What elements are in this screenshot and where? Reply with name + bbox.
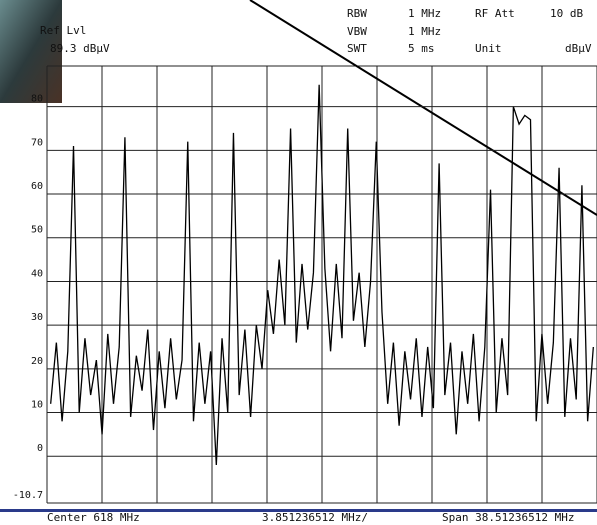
y-tick-label: 10 [31, 400, 43, 411]
span: Span 38.51236512 MHz [442, 511, 574, 524]
y-tick-label: 80 [31, 94, 43, 105]
swt-value: 5 ms [408, 42, 435, 55]
y-tick-label: 70 [31, 137, 43, 148]
vbw-label: VBW [347, 25, 367, 38]
unit-label: Unit [475, 42, 502, 55]
ref-value: 89.3 dBμV [50, 42, 110, 55]
y-tick-label: -10.7 [13, 490, 43, 501]
unit-value: dBμV [565, 42, 592, 55]
y-tick-label: 60 [31, 181, 43, 192]
y-tick-label: 0 [37, 443, 43, 454]
rbw-value: 1 MHz [408, 7, 441, 20]
page: {"header": {"ref_label": "Ref Lvl", "ref… [0, 0, 597, 525]
vbw-value: 1 MHz [408, 25, 441, 38]
freq-per-div: 3.851236512 MHz/ [262, 511, 368, 524]
ref-label: Ref Lvl [40, 24, 86, 37]
rf-att-value: 10 dB [550, 7, 583, 20]
rf-att-label: RF Att [475, 7, 515, 20]
y-tick-label: 40 [31, 268, 43, 279]
y-tick-label: 50 [31, 225, 43, 236]
vertical-grid [47, 66, 597, 503]
analyzer-screen: Ref Lvl 89.3 dBμV RBW 1 MHz RF Att 10 dB… [0, 0, 597, 525]
center-freq: Center 618 MHz [47, 511, 140, 524]
swt-label: SWT [347, 42, 367, 55]
rbw-label: RBW [347, 7, 367, 20]
y-tick-label: 30 [31, 312, 43, 323]
y-tick-label: 20 [31, 356, 43, 367]
